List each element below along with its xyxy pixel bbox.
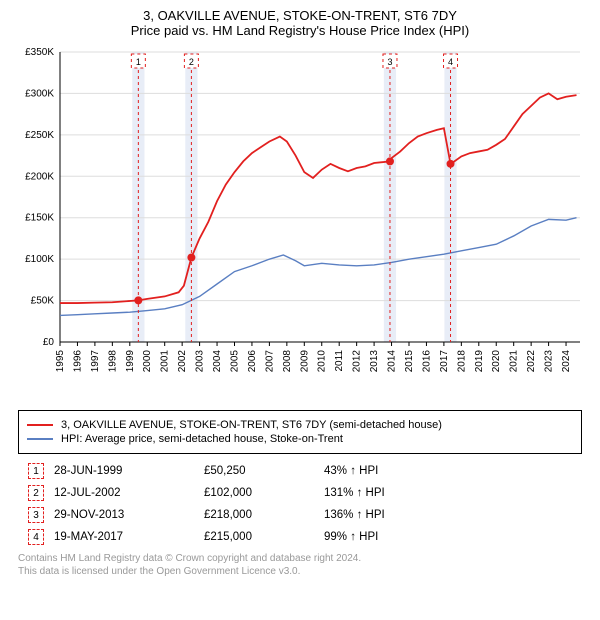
legend: 3, OAKVILLE AVENUE, STOKE-ON-TRENT, ST6 … xyxy=(18,410,582,454)
event-price: £102,000 xyxy=(204,487,324,499)
title-address: 3, OAKVILLE AVENUE, STOKE-ON-TRENT, ST6 … xyxy=(12,8,588,23)
event-price: £50,250 xyxy=(204,465,324,477)
event-pct: 99% ↑ HPI xyxy=(324,531,444,543)
event-marker-box: 3 xyxy=(28,507,44,523)
event-date: 19-MAY-2017 xyxy=(54,531,204,543)
svg-text:£100K: £100K xyxy=(25,254,54,265)
event-marker-box: 1 xyxy=(28,463,44,479)
event-date: 29-NOV-2013 xyxy=(54,509,204,521)
svg-text:1999: 1999 xyxy=(125,350,136,373)
event-date: 28-JUN-1999 xyxy=(54,465,204,477)
footnote: Contains HM Land Registry data © Crown c… xyxy=(18,552,582,578)
footnote-line: Contains HM Land Registry data © Crown c… xyxy=(18,552,582,565)
event-marker-num: 2 xyxy=(33,488,39,499)
svg-text:£300K: £300K xyxy=(25,88,54,99)
legend-swatch xyxy=(27,438,53,440)
svg-text:1995: 1995 xyxy=(55,350,66,373)
title-subtitle: Price paid vs. HM Land Registry's House … xyxy=(12,23,588,38)
events-table: 1 28-JUN-1999 £50,250 43% ↑ HPI 2 12-JUL… xyxy=(18,460,582,548)
event-marker-num: 4 xyxy=(33,532,39,543)
event-marker-num: 3 xyxy=(33,510,39,521)
svg-text:2021: 2021 xyxy=(509,350,520,373)
table-row: 2 12-JUL-2002 £102,000 131% ↑ HPI xyxy=(18,482,582,504)
svg-text:2011: 2011 xyxy=(334,350,345,372)
svg-text:£200K: £200K xyxy=(25,171,54,182)
svg-text:1998: 1998 xyxy=(107,350,118,373)
svg-text:2010: 2010 xyxy=(317,350,328,373)
svg-text:1997: 1997 xyxy=(90,350,101,373)
svg-text:2: 2 xyxy=(189,57,194,67)
title-block: 3, OAKVILLE AVENUE, STOKE-ON-TRENT, ST6 … xyxy=(12,8,588,38)
svg-text:4: 4 xyxy=(448,57,453,67)
event-marker-num: 1 xyxy=(33,466,39,477)
svg-text:2018: 2018 xyxy=(456,350,467,373)
table-row: 1 28-JUN-1999 £50,250 43% ↑ HPI xyxy=(18,460,582,482)
svg-text:£150K: £150K xyxy=(25,213,54,224)
table-row: 3 29-NOV-2013 £218,000 136% ↑ HPI xyxy=(18,504,582,526)
event-date: 12-JUL-2002 xyxy=(54,487,204,499)
svg-text:£250K: £250K xyxy=(25,130,54,141)
svg-text:2003: 2003 xyxy=(195,350,206,373)
legend-label: 3, OAKVILLE AVENUE, STOKE-ON-TRENT, ST6 … xyxy=(61,419,442,431)
svg-text:2012: 2012 xyxy=(352,350,363,373)
event-pct: 136% ↑ HPI xyxy=(324,509,444,521)
svg-text:2017: 2017 xyxy=(439,350,450,373)
svg-text:2013: 2013 xyxy=(369,350,380,373)
svg-text:2019: 2019 xyxy=(474,350,485,373)
event-marker-box: 2 xyxy=(28,485,44,501)
svg-text:3: 3 xyxy=(387,57,392,67)
svg-text:2023: 2023 xyxy=(544,350,555,373)
event-pct: 131% ↑ HPI xyxy=(324,487,444,499)
svg-text:2001: 2001 xyxy=(160,350,171,373)
svg-text:2006: 2006 xyxy=(247,350,258,373)
svg-text:2009: 2009 xyxy=(299,350,310,373)
legend-swatch xyxy=(27,424,53,426)
svg-text:£50K: £50K xyxy=(31,296,55,307)
svg-text:2014: 2014 xyxy=(387,350,398,373)
event-marker-box: 4 xyxy=(28,529,44,545)
table-row: 4 19-MAY-2017 £215,000 99% ↑ HPI xyxy=(18,526,582,548)
svg-text:2024: 2024 xyxy=(561,350,572,373)
svg-text:1996: 1996 xyxy=(72,350,83,373)
legend-label: HPI: Average price, semi-detached house,… xyxy=(61,433,343,445)
svg-text:2000: 2000 xyxy=(142,350,153,373)
event-price: £215,000 xyxy=(204,531,324,543)
svg-text:2005: 2005 xyxy=(229,350,240,373)
svg-text:2015: 2015 xyxy=(404,350,415,373)
svg-text:2022: 2022 xyxy=(526,350,537,373)
svg-text:1: 1 xyxy=(136,57,141,67)
svg-text:2004: 2004 xyxy=(212,350,223,373)
legend-item-hpi: HPI: Average price, semi-detached house,… xyxy=(27,433,573,445)
svg-text:2008: 2008 xyxy=(282,350,293,373)
svg-text:2002: 2002 xyxy=(177,350,188,373)
svg-text:£0: £0 xyxy=(43,337,55,348)
price-chart: £0 £50K £100K £150K £200K £250K £300K £350K 1995… xyxy=(12,42,588,402)
svg-text:2020: 2020 xyxy=(491,350,502,373)
svg-text:£350K: £350K xyxy=(25,47,54,58)
chart-svg: £0 £50K £100K £150K £200K £250K £300K £350K 1995… xyxy=(12,42,588,402)
footnote-line: This data is licensed under the Open Gov… xyxy=(18,565,582,578)
legend-item-property: 3, OAKVILLE AVENUE, STOKE-ON-TRENT, ST6 … xyxy=(27,419,573,431)
event-pct: 43% ↑ HPI xyxy=(324,465,444,477)
event-price: £218,000 xyxy=(204,509,324,521)
svg-text:2007: 2007 xyxy=(264,350,275,373)
svg-text:2016: 2016 xyxy=(421,350,432,373)
